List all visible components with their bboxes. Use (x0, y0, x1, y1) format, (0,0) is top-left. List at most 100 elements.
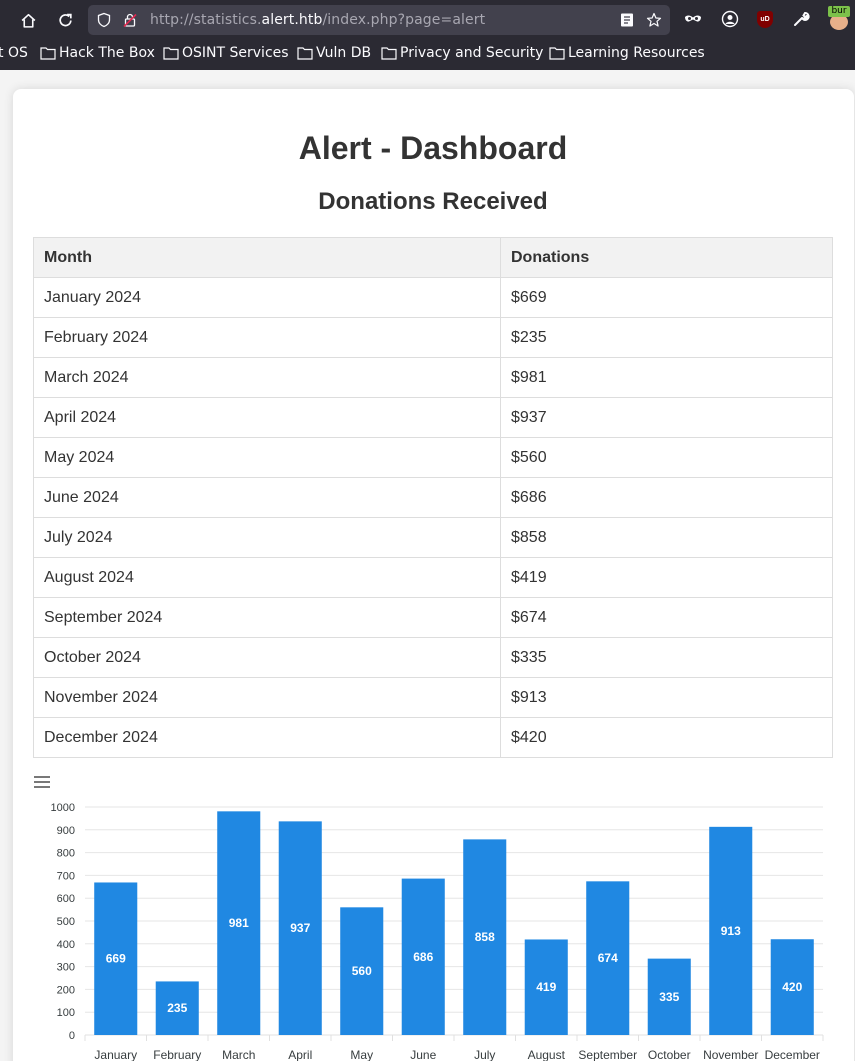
bookmark-folder-learning-resources[interactable]: Learning Resources (549, 45, 705, 61)
bar-september[interactable] (586, 881, 630, 1035)
donation-cell: $560 (500, 437, 833, 478)
donation-cell: $669 (500, 277, 833, 318)
donation-cell: $420 (500, 717, 833, 758)
bookmark-folder-hack-the-box[interactable]: Hack The Box (40, 45, 155, 61)
month-cell: October 2024 (33, 637, 501, 678)
bar-february[interactable] (155, 981, 199, 1035)
x-tick-label: August (528, 1048, 566, 1061)
month-cell: February 2024 (33, 317, 501, 358)
bar-june[interactable] (401, 878, 445, 1035)
insecure-connection-icon[interactable] (121, 11, 139, 29)
private-mask-icon[interactable] (683, 9, 703, 29)
account-icon[interactable] (720, 9, 740, 29)
reload-icon[interactable] (52, 7, 78, 33)
bookmark-star-icon[interactable] (645, 11, 663, 29)
table-row: October 2024 $335 (33, 637, 833, 678)
wrench-icon[interactable] (791, 9, 811, 29)
bar-december[interactable] (770, 939, 814, 1035)
bookmark-folder-vuln-db[interactable]: Vuln DB (297, 45, 371, 61)
bookmark-label: OSINT Services (182, 45, 289, 61)
home-icon[interactable] (15, 7, 41, 33)
month-cell: August 2024 (33, 557, 501, 598)
shield-icon[interactable] (95, 11, 113, 29)
x-tick-label: July (474, 1048, 495, 1061)
x-tick-label: April (288, 1048, 312, 1061)
month-cell: April 2024 (33, 397, 501, 438)
table-row: November 2024 $913 (33, 677, 833, 718)
x-tick-label: June (410, 1048, 436, 1061)
table-row: May 2024 $560 (33, 437, 833, 478)
bookmark-folder-osint-services[interactable]: OSINT Services (163, 45, 289, 61)
y-tick-label: 1000 (51, 802, 75, 814)
data-label: 560 (352, 964, 372, 978)
burp-tag: bur (828, 6, 850, 17)
bar-october[interactable] (647, 958, 691, 1035)
folder-icon (40, 47, 56, 60)
x-tick-label: May (350, 1048, 373, 1061)
month-cell: September 2024 (33, 597, 501, 638)
y-tick-label: 900 (57, 825, 75, 837)
bar-july[interactable] (463, 839, 507, 1035)
data-label: 674 (598, 951, 618, 965)
donation-cell: $335 (500, 637, 833, 678)
table-row: September 2024 $674 (33, 597, 833, 638)
x-tick-label: January (94, 1048, 137, 1061)
bar-april[interactable] (278, 821, 322, 1035)
y-tick-label: 200 (57, 984, 75, 996)
folder-icon (163, 47, 179, 60)
bar-may[interactable] (340, 907, 384, 1035)
data-label: 686 (413, 950, 433, 964)
data-label: 981 (229, 916, 249, 930)
donation-cell: $981 (500, 357, 833, 398)
burp-extension-icon[interactable]: bur (828, 6, 850, 30)
month-cell: July 2024 (33, 517, 501, 558)
x-tick-label: September (578, 1048, 637, 1061)
month-cell: May 2024 (33, 437, 501, 478)
bookmark-label: Hack The Box (59, 45, 155, 61)
donations-chart: 0 100 200 300 400 500 600 700 800 900 1000 669 Janua… (33, 775, 833, 1061)
bar-march[interactable] (217, 811, 261, 1035)
folder-icon (549, 47, 565, 60)
y-tick-label: 600 (57, 893, 75, 905)
page-subtitle: Donations Received (318, 188, 548, 215)
donation-cell: $235 (500, 317, 833, 358)
x-tick-label: December (765, 1048, 820, 1061)
data-label: 913 (721, 924, 741, 938)
donation-cell: $858 (500, 517, 833, 558)
column-header-month: Month (33, 237, 501, 278)
data-label: 335 (659, 990, 679, 1004)
y-tick-label: 400 (57, 939, 75, 951)
month-cell: January 2024 (33, 277, 501, 318)
y-tick-label: 100 (57, 1007, 75, 1019)
table-row: March 2024 $981 (33, 357, 833, 398)
ublock-origin-icon[interactable]: uD (755, 9, 775, 29)
donation-cell: $419 (500, 557, 833, 598)
table-row: January 2024 $669 (33, 277, 833, 318)
bar-august[interactable] (524, 939, 568, 1035)
bar-january[interactable] (94, 882, 138, 1035)
data-label: 937 (290, 921, 310, 935)
page-title: Alert - Dashboard (298, 130, 568, 166)
y-tick-label: 500 (57, 916, 75, 928)
data-label: 419 (536, 980, 556, 994)
folder-icon (297, 47, 313, 60)
data-label: 669 (106, 952, 126, 966)
reader-view-icon[interactable] (618, 11, 636, 29)
bar-chart: 0 100 200 300 400 500 600 700 800 900 1000 669 Janua… (51, 802, 824, 1061)
url-text[interactable]: http://statistics.alert.htb/index.php?pa… (150, 12, 486, 28)
column-header-donations: Donations (500, 237, 833, 278)
bookmark-folder-privacy-and-security[interactable]: Privacy and Security (381, 45, 543, 61)
bookmark-label: Vuln DB (316, 45, 372, 61)
bar-november[interactable] (709, 826, 753, 1035)
url-bar[interactable]: http://statistics.alert.htb/index.php?pa… (88, 5, 670, 35)
table-row: August 2024 $419 (33, 557, 833, 598)
ublock-badge: uD (757, 10, 773, 28)
table-row: July 2024 $858 (33, 517, 833, 558)
bookmark-label: Privacy and Security (400, 45, 544, 61)
y-tick-label: 700 (57, 870, 75, 882)
x-tick-label: October (648, 1048, 691, 1061)
chart-menu-icon[interactable] (33, 775, 51, 789)
bookmark-item[interactable]: t OS (0, 45, 28, 61)
bookmarks-toolbar: t OS Hack The Box OSINT Services Vuln DB… (0, 42, 855, 66)
folder-icon (381, 47, 397, 60)
